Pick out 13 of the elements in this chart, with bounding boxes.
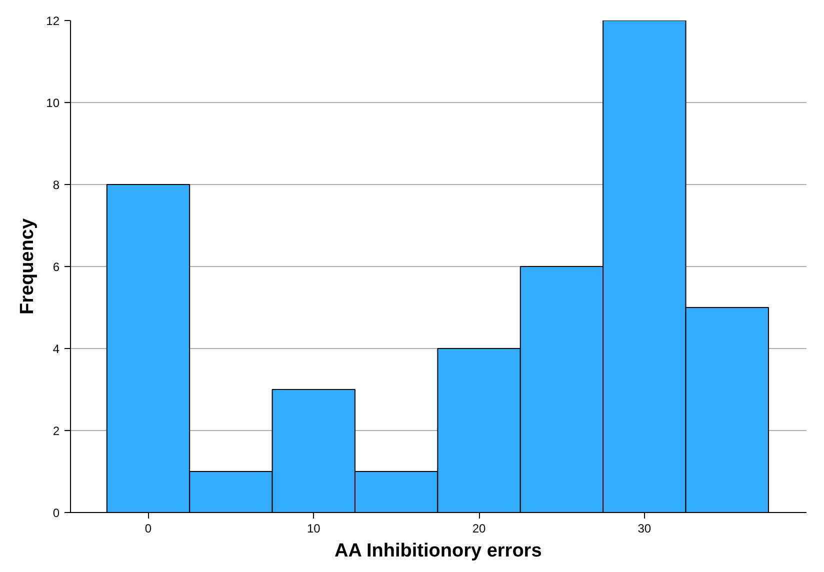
y-tick-label: 8 [52,178,60,192]
y-tick-label: 4 [52,342,60,356]
y-tick-label: 6 [52,260,60,274]
y-tick-label: 10 [46,96,60,110]
y-tick-label: 0 [52,506,60,520]
x-tick-label: 10 [306,522,321,536]
x-axis-title: AA Inhibitionory errors [334,540,542,562]
x-tick-label: 0 [144,522,152,536]
x-tick-label: 30 [638,522,652,536]
y-tick-label: 12 [46,14,60,28]
y-axis-title: Frequency [17,218,38,315]
y-tick-label: 2 [52,424,60,438]
x-tick-label: 20 [472,522,486,536]
